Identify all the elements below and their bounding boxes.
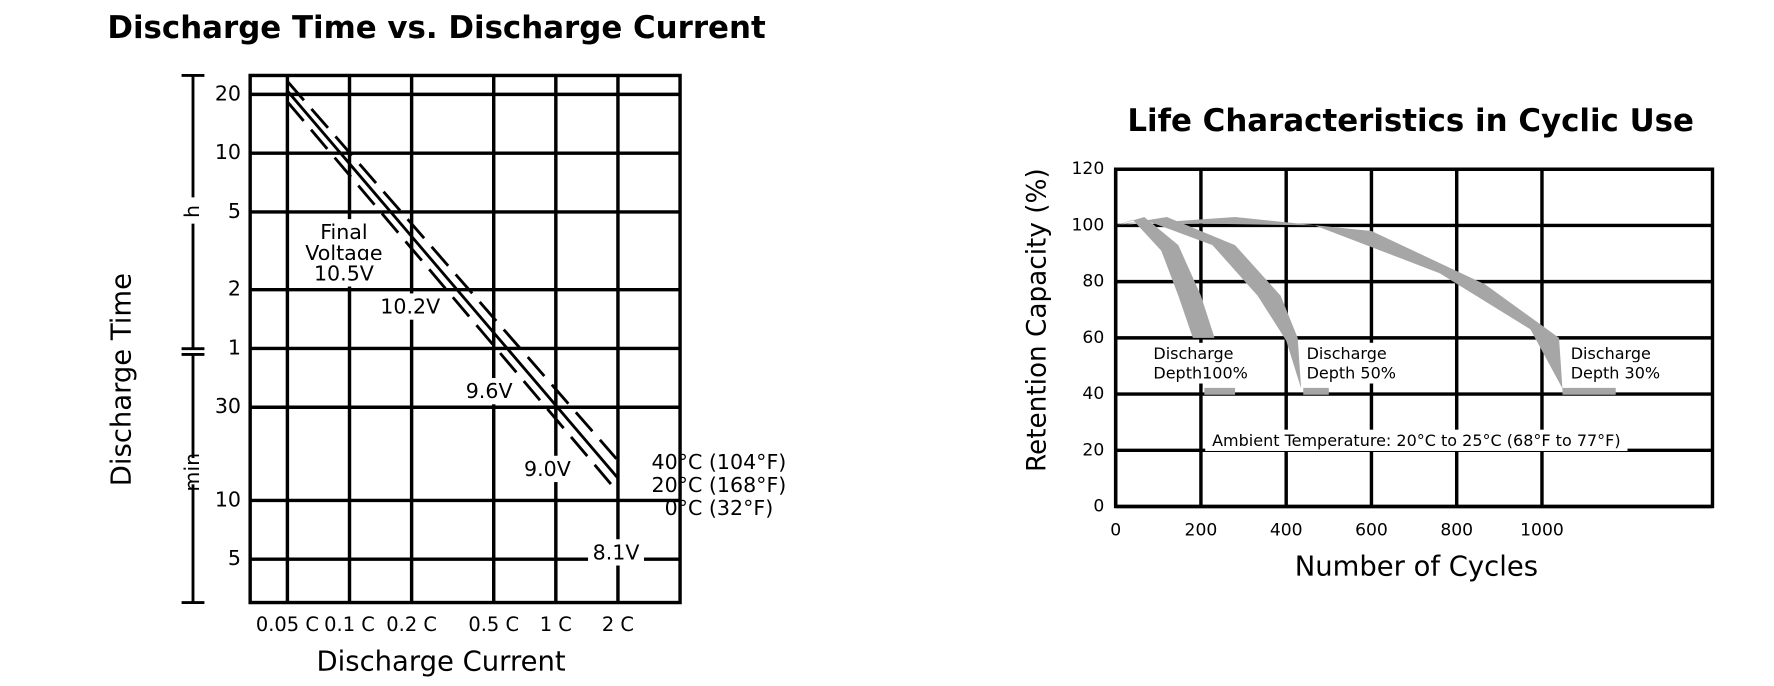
y-tick-label: 20: [1082, 440, 1104, 460]
label-backing: [309, 260, 379, 287]
label-backing: [461, 378, 518, 405]
y-tick-label: 40: [1082, 384, 1104, 404]
y-tick-label: 100: [1072, 215, 1105, 235]
annotation: 9.6V: [466, 379, 513, 403]
y-tick-label: 5: [228, 199, 241, 223]
x-tick-label: 0.05 C: [256, 613, 319, 636]
y-tick-label: 0: [1093, 496, 1104, 516]
band-label: Discharge: [1307, 344, 1387, 363]
series-line: [286, 89, 620, 480]
plot-frame: [1113, 167, 1715, 509]
band-label: Depth 50%: [1307, 363, 1396, 382]
x-tick-label: 1000: [1520, 521, 1564, 541]
label-backing: [375, 293, 445, 320]
x-tick-label: 0.1 C: [324, 613, 375, 636]
label-backing: [1568, 342, 1654, 365]
y-axis-label: Discharge Time: [107, 273, 138, 486]
y-tick-label: 120: [1072, 159, 1105, 179]
legend-label: 0°C (32°F): [665, 496, 774, 520]
annotation: Ambient Temperature: 20°C to 25°C (68°F …: [1212, 431, 1621, 450]
x-tick-label: 0: [1110, 521, 1121, 541]
label-backing: [1304, 342, 1390, 365]
label-backing: [1304, 362, 1399, 384]
series-line: [286, 100, 620, 494]
band-label: Discharge: [1153, 344, 1233, 363]
series-line: [286, 80, 620, 462]
label-backing: [183, 197, 203, 224]
y-tick-label: 60: [1082, 328, 1104, 348]
y-tick-label: 2: [228, 277, 241, 301]
x-tick-label: 0.2 C: [386, 613, 437, 636]
x-tick-label: 0.5 C: [468, 613, 519, 636]
x-axis-label: Number of Cycles: [1295, 552, 1538, 583]
chart-title: Life Characteristics in Cyclic Use: [1127, 103, 1694, 139]
label-backing: [1151, 362, 1251, 384]
legend-label: 20°C (168°F): [652, 473, 787, 497]
band-label: Depth100%: [1153, 363, 1247, 382]
band-label: Discharge: [1571, 344, 1651, 363]
x-tick-label: 200: [1185, 521, 1218, 541]
y-tick-label: 30: [215, 394, 241, 418]
y-tick-label: 20: [215, 81, 241, 105]
y-tick-label: 10: [215, 140, 241, 164]
label-backing: [519, 455, 576, 483]
plot-frame: [248, 73, 682, 605]
x-tick-label: 400: [1270, 521, 1303, 541]
y-tick-label: 10: [215, 487, 241, 511]
label-backing: [1151, 342, 1236, 365]
annotation: 9.0V: [524, 457, 571, 481]
label-backing: [1205, 429, 1628, 451]
label-backing: [170, 458, 216, 485]
y-group-label: h: [180, 205, 204, 218]
chart-title: Discharge Time vs. Discharge Current: [107, 10, 766, 46]
legend-label: 40°C (104°F): [652, 450, 787, 474]
y-group-label: min: [180, 453, 204, 492]
y-tick-label: 80: [1082, 272, 1104, 292]
label-backing: [1568, 362, 1663, 384]
y-axis-label: Retention Capacity (%): [1022, 168, 1052, 472]
band-area: [1115, 216, 1302, 389]
annotation: 10.2V: [380, 295, 440, 319]
y-tick-label: 5: [228, 546, 241, 570]
x-tick-label: 800: [1440, 521, 1473, 541]
label-backing: [588, 539, 645, 566]
band-area: [1115, 216, 1215, 338]
x-tick-label: 600: [1355, 521, 1388, 541]
x-tick-label: 2 C: [602, 613, 634, 636]
y-tick-label: 1: [228, 335, 241, 359]
annotation: 10.5V: [314, 261, 374, 285]
grid: [250, 75, 681, 603]
annotation: 8.1V: [593, 540, 640, 564]
x-axis-label: Discharge Current: [317, 647, 566, 678]
x-tick-label: 1 C: [540, 613, 572, 636]
band-label: Depth 30%: [1571, 363, 1660, 382]
